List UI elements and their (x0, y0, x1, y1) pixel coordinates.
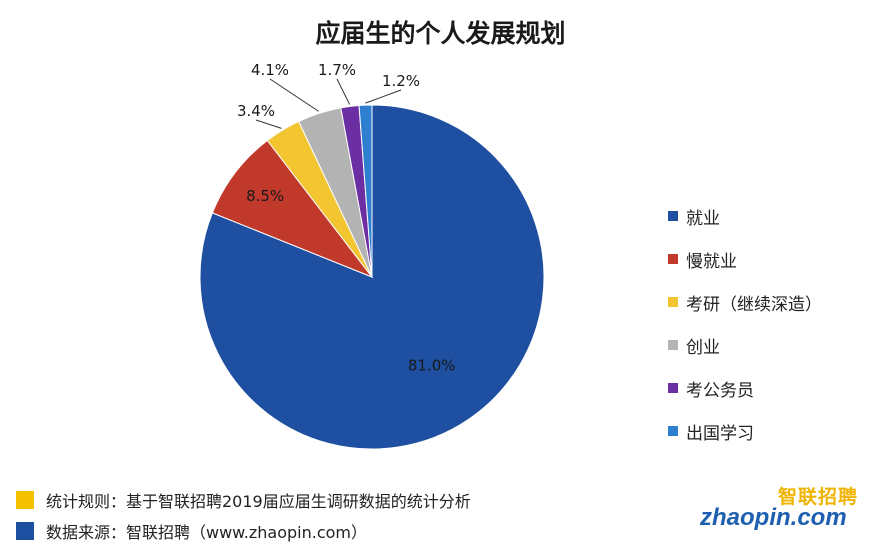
legend-swatch (668, 297, 678, 307)
logo-domain: zhaopin.com (700, 504, 847, 531)
legend-item: 考公务员 (668, 378, 822, 401)
zhaopin-logo: 智联招聘 zhaopin.com (700, 482, 860, 532)
legend-label: 慢就业 (686, 251, 737, 272)
slice-label: 1.2% (382, 72, 420, 90)
footnote-text: 数据来源：智联招聘（www.zhaopin.com） (46, 523, 368, 542)
legend-label: 出国学习 (686, 423, 754, 444)
legend-item: 就业 (668, 206, 822, 229)
legend-item: 创业 (668, 335, 822, 358)
footnotes: 统计规则：基于智联招聘2019届应届生调研数据的统计分析 数据来源：智联招聘（w… (16, 489, 471, 551)
slice-label: 3.4% (237, 102, 275, 120)
legend-label: 考研（继续深造） (686, 294, 822, 315)
slice-label: 1.7% (318, 61, 356, 79)
legend-swatch (668, 426, 678, 436)
slice-label: 81.0% (408, 356, 456, 374)
footnote-rule: 统计规则：基于智联招聘2019届应届生调研数据的统计分析 (16, 489, 471, 511)
leader-line (269, 78, 319, 112)
legend: 就业 慢就业 考研（继续深造） 创业 考公务员 出国学习 (668, 206, 822, 464)
legend-item: 出国学习 (668, 421, 822, 444)
slice-label: 4.1% (251, 61, 289, 79)
chart-title: 应届生的个人发展规划 (315, 19, 566, 48)
slice-label: 8.5% (246, 187, 284, 205)
legend-item: 慢就业 (668, 249, 822, 272)
legend-swatch (668, 211, 678, 221)
leader-line (365, 89, 402, 104)
legend-label: 考公务员 (686, 380, 754, 401)
footnote-marker (16, 491, 34, 509)
footnote-marker (16, 522, 34, 540)
footnote-source: 数据来源：智联招聘（www.zhaopin.com） (16, 520, 471, 542)
pie-slice (358, 104, 373, 278)
pie-slice (211, 139, 374, 279)
legend-item: 考研（继续深造） (668, 292, 822, 315)
leader-line (336, 78, 351, 105)
leader-line (255, 119, 282, 129)
legend-label: 就业 (686, 208, 720, 229)
legend-label: 创业 (686, 337, 720, 358)
legend-swatch (668, 383, 678, 393)
legend-swatch (668, 340, 678, 350)
footnote-text: 统计规则：基于智联招聘2019届应届生调研数据的统计分析 (46, 492, 471, 511)
legend-swatch (668, 254, 678, 264)
logo-chinese: 智联招聘 (777, 486, 858, 508)
